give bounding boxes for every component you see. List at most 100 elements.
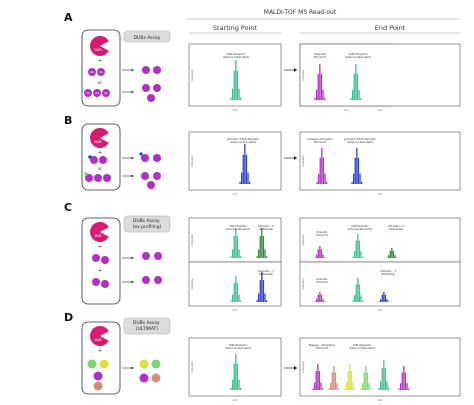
y-axis-label: Intensity bbox=[190, 361, 194, 373]
peak-internal-standard bbox=[238, 379, 240, 390]
ub-label: Ub bbox=[90, 70, 94, 74]
peak-substrate-t bbox=[381, 294, 383, 302]
peak-product bbox=[322, 254, 324, 258]
peak-substrate-k bbox=[388, 255, 390, 258]
ub-monomer-a bbox=[153, 66, 161, 74]
peak-internal-standard bbox=[350, 97, 352, 100]
ub-monomer-a bbox=[153, 84, 161, 92]
peak-substrate-t bbox=[261, 272, 263, 302]
ub-monomer-b bbox=[141, 172, 149, 180]
peak-product bbox=[314, 97, 316, 100]
peak-tagged-product bbox=[350, 371, 353, 390]
peak-label-end-b1: phospho-Ubiquitin (Product) bbox=[307, 137, 333, 144]
enzyme-label: DUB bbox=[95, 140, 102, 144]
ub-label: Ub bbox=[104, 91, 108, 95]
peak-internal-standard bbox=[355, 64, 357, 100]
peak-tagged-product bbox=[334, 372, 337, 390]
arrow-c1-head bbox=[131, 256, 134, 260]
peak-substrate-k bbox=[262, 236, 265, 258]
peak-tagged-product bbox=[320, 382, 322, 390]
peak-internal-standard bbox=[235, 228, 237, 258]
ub-monomer-a bbox=[142, 66, 150, 74]
enzyme-a bbox=[90, 35, 109, 56]
peak-internal-standard bbox=[230, 256, 232, 258]
peak-internal-standard bbox=[233, 70, 235, 100]
peak-substrate-t bbox=[259, 280, 261, 302]
peak-internal-standard bbox=[351, 181, 353, 184]
peak-substrate-k bbox=[258, 249, 260, 258]
peak-internal-standard bbox=[378, 388, 380, 390]
ub-tagged-d bbox=[93, 371, 103, 381]
plus-sign: + bbox=[98, 348, 102, 354]
peak-label-start-b: phospho-15N-Ubiquitin (Internal Standard) bbox=[227, 137, 259, 144]
peak-label-end-c5: Ubiquitin - T (Substrate) bbox=[380, 269, 396, 276]
y-axis-label: Intensity bbox=[301, 155, 305, 167]
spectrum-start-b bbox=[188, 131, 282, 191]
spectrum-end-c-top bbox=[299, 217, 461, 263]
ub-monomer-d bbox=[139, 359, 149, 369]
plus-sign: + bbox=[98, 150, 102, 156]
ub-monomer-b bbox=[153, 172, 161, 180]
peak-substrate-k bbox=[256, 256, 258, 258]
peak-tagged-product bbox=[398, 388, 400, 390]
arrow-c2-head bbox=[131, 280, 134, 284]
ub-tagged-d bbox=[87, 359, 97, 369]
peak-tagged-product bbox=[315, 371, 317, 390]
ub-chain-b bbox=[90, 156, 98, 164]
peak-label-end-b2: phospho-15N-Ubiquitin (Internal Standard) bbox=[344, 137, 376, 144]
phospho-dot bbox=[84, 172, 88, 176]
peak-label-end-c2: 15N-Ubiquitin (Internal Standard) bbox=[348, 224, 373, 231]
x-axis-label: m/z bbox=[378, 308, 383, 312]
peak-substrate-k bbox=[261, 228, 263, 258]
peak-internal-standard bbox=[247, 172, 249, 184]
x-axis-label: m/z bbox=[344, 108, 349, 112]
peak-internal-standard bbox=[355, 240, 357, 258]
enzyme-label: DUB bbox=[95, 234, 102, 238]
peak-internal-standard bbox=[233, 363, 235, 390]
peak-product bbox=[314, 257, 316, 258]
peak-label-start-c2: Ubiquitin - K (Substrate) bbox=[258, 224, 274, 231]
plus-sign: + bbox=[98, 244, 102, 250]
peak-tagged-product bbox=[400, 383, 402, 390]
peak-substrate-t bbox=[264, 293, 266, 302]
arrow-b1-head bbox=[131, 156, 134, 160]
ub-monomer-c bbox=[142, 252, 150, 260]
peak-internal-standard bbox=[236, 283, 239, 302]
peak-product bbox=[319, 157, 321, 184]
ub-label: Ub bbox=[99, 70, 103, 74]
peak-internal-standard bbox=[357, 157, 360, 184]
peak-internal-standard bbox=[354, 251, 356, 258]
peak-internal-standard bbox=[353, 173, 355, 184]
enzyme-d bbox=[90, 326, 109, 346]
peak-product bbox=[321, 148, 323, 184]
peak-internal-standard bbox=[355, 284, 357, 302]
peak-product bbox=[319, 246, 321, 258]
peak-label-end-c1: Ubiquitin (Product) bbox=[316, 230, 328, 237]
peak-internal-standard bbox=[233, 236, 235, 258]
peak-internal-standard bbox=[362, 300, 364, 302]
assay-label-c-line: DUBs Assay bbox=[133, 218, 160, 224]
peak-internal-standard bbox=[380, 381, 382, 390]
ub-label: Ub bbox=[86, 91, 90, 95]
peak-label-start-c1: 15N-Ubiquitin (Internal Standard) bbox=[226, 224, 251, 231]
arrow-d-head bbox=[131, 366, 134, 370]
spectrum-start-d bbox=[188, 337, 282, 397]
peak-tagged-product bbox=[406, 383, 408, 390]
ub-label: Ub bbox=[95, 91, 99, 95]
x-axis-label: m/z bbox=[233, 192, 238, 196]
peak-internal-standard bbox=[381, 368, 383, 390]
ub-tagged-d bbox=[93, 381, 103, 391]
peak-tagged-product bbox=[314, 382, 316, 390]
peak-tagged-product bbox=[318, 371, 321, 390]
peak-tagged-product bbox=[349, 364, 351, 390]
peak-tagged-product bbox=[352, 382, 354, 390]
peak-label-end-c4: Ubiquitin (Product) bbox=[316, 277, 328, 284]
peak-tagged-product bbox=[401, 372, 403, 390]
peak-internal-standard bbox=[235, 60, 237, 100]
assay-label-a: DUBs Assay bbox=[134, 35, 161, 41]
peak-tagged-product bbox=[333, 366, 335, 390]
peak-tagged-product bbox=[328, 388, 330, 390]
peak-product bbox=[324, 173, 326, 184]
peak-label-end-a2: 15N-Ubiquitin (Internal Standard) bbox=[345, 52, 372, 59]
spectrum-start-a bbox=[188, 43, 282, 107]
